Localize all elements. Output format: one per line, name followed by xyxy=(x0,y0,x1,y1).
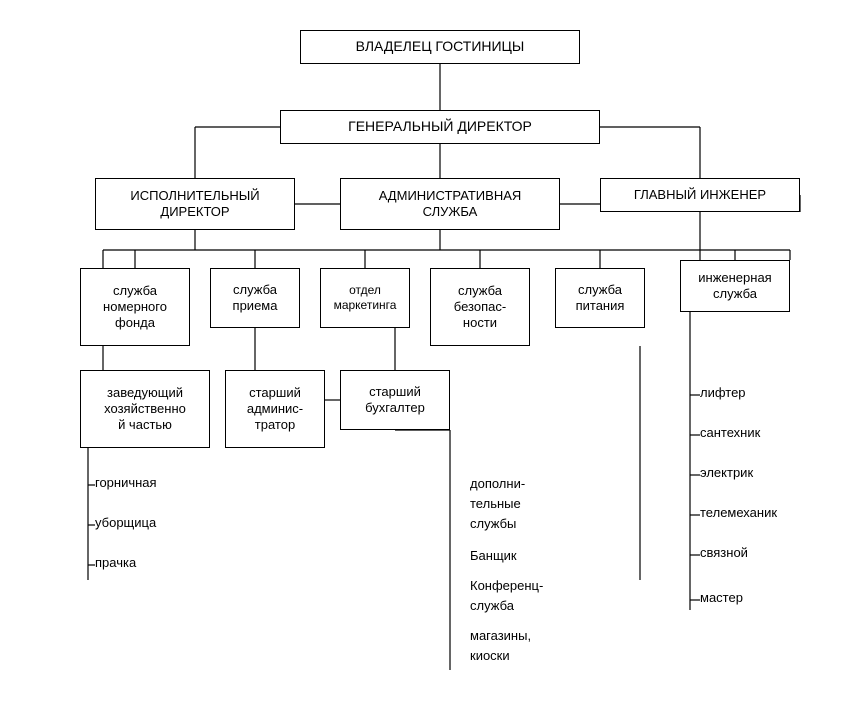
label-cleaner: уборщица xyxy=(95,515,156,531)
node-admin: АДМИНИСТРАТИВНАЯСЛУЖБА xyxy=(340,178,560,230)
label-courier: связной xyxy=(700,545,748,561)
label-addserv_h2: тельные xyxy=(470,496,521,512)
label-master: мастер xyxy=(700,590,743,606)
org-chart: ВЛАДЕЛЕЦ ГОСТИНИЦЫ ГЕНЕРАЛЬНЫЙ ДИРЕКТОР ИС… xyxy=(0,0,868,712)
label-laundry: прачка xyxy=(95,555,136,571)
node-market: отделмаркетинга xyxy=(320,268,410,328)
label-conf2: служба xyxy=(470,598,514,614)
label-maid: горничная xyxy=(95,475,157,491)
label-addserv_h1: дополни- xyxy=(470,476,525,492)
node-rooms: службаномерногофонда xyxy=(80,268,190,346)
label-lift: лифтер xyxy=(700,385,746,401)
node-house: заведующийхозяйственной частью xyxy=(80,370,210,448)
node-secur: службабезопас-ности xyxy=(430,268,530,346)
node-sadmin: старшийадминис-тратор xyxy=(225,370,325,448)
label-tele: телемеханик xyxy=(700,505,777,521)
label-plumb: сантехник xyxy=(700,425,760,441)
label-shops2: киоски xyxy=(470,648,510,664)
node-eng: ГЛАВНЫЙ ИНЖЕНЕР xyxy=(600,178,800,212)
node-acct: старшийбухгалтер xyxy=(340,370,450,430)
node-gendir: ГЕНЕРАЛЬНЫЙ ДИРЕКТОР xyxy=(280,110,600,144)
label-bath: Банщик xyxy=(470,548,517,564)
node-engserv: инженернаяслужба xyxy=(680,260,790,312)
label-addserv_h3: службы xyxy=(470,516,516,532)
label-conf1: Конференц- xyxy=(470,578,543,594)
node-exec: ИСПОЛНИТЕЛЬНЫЙДИРЕКТОР xyxy=(95,178,295,230)
label-shops1: магазины, xyxy=(470,628,531,644)
node-owner: ВЛАДЕЛЕЦ ГОСТИНИЦЫ xyxy=(300,30,580,64)
node-recep: службаприема xyxy=(210,268,300,328)
node-food: службапитания xyxy=(555,268,645,328)
label-elec: электрик xyxy=(700,465,753,481)
